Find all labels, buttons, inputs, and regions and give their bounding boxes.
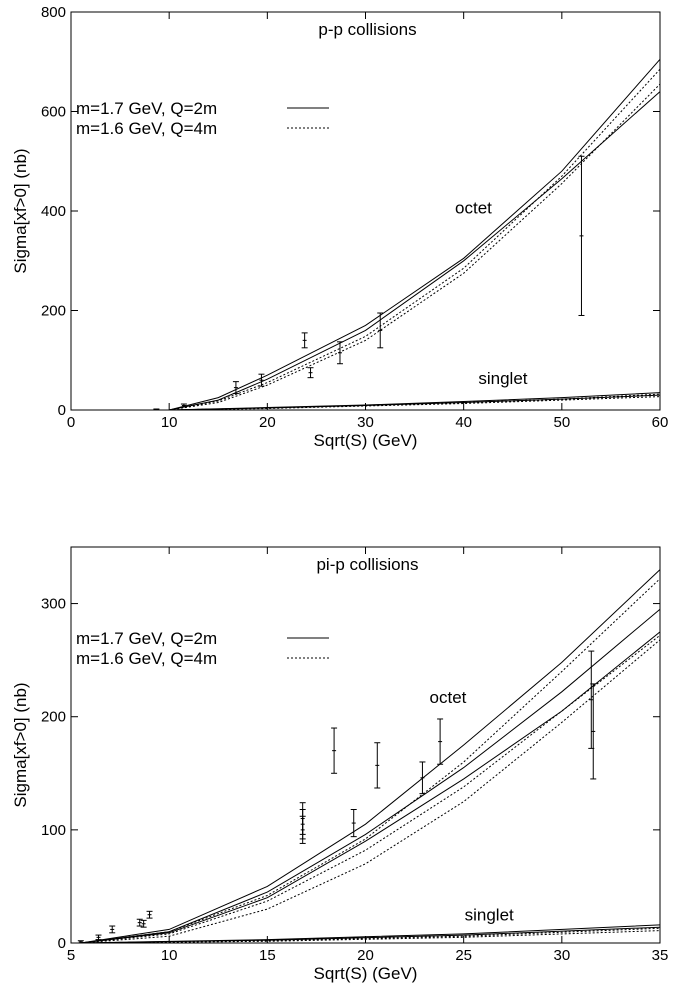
x-tick-label: 30 [553, 947, 570, 964]
axis-ticks: 5 10 15 20 25 30 35 0 100 200 300 [41, 547, 668, 964]
x-tick-label: 60 [652, 414, 669, 431]
x-tick-label: 35 [652, 947, 669, 964]
data-point [377, 312, 384, 349]
x-axis-label: Sqrt(S) (GeV) [314, 431, 418, 450]
y-tick-label: 0 [58, 935, 66, 952]
data-point [301, 332, 308, 349]
model-curves [169, 58, 661, 411]
data-point [95, 934, 102, 941]
singlet-label: singlet [478, 369, 527, 388]
data-point [258, 373, 265, 387]
data-point [588, 650, 595, 749]
data-point [374, 742, 381, 789]
y-tick-label: 300 [41, 596, 66, 613]
octet-curve-dotted [80, 634, 661, 944]
x-tick-label: 0 [67, 414, 75, 431]
legend-entry-dotted: m=1.6 GeV, Q=4m [76, 119, 217, 138]
y-axis-label: Sigma[xf>0] (nb) [11, 148, 30, 273]
octet-curve-dotted [80, 578, 661, 944]
data-point [350, 808, 357, 838]
x-tick-label: 50 [553, 414, 570, 431]
data-point [77, 940, 84, 944]
x-tick-label: 25 [455, 947, 472, 964]
data-point [331, 727, 338, 774]
y-axis-label: Sigma[xf>0] (nb) [11, 682, 30, 807]
y-tick-label: 400 [41, 203, 66, 220]
panel-title: p-p collisions [318, 20, 416, 39]
octet-label: octet [430, 688, 467, 707]
data-point [146, 910, 153, 919]
octet-curve-solid [80, 631, 661, 944]
legend: m=1.7 GeV, Q=2m m=1.6 GeV, Q=4m [76, 99, 329, 138]
data-point [136, 918, 143, 927]
singlet-label: singlet [465, 905, 514, 924]
x-tick-label: 30 [357, 414, 374, 431]
plot-frame [70, 546, 661, 944]
y-tick-label: 200 [41, 303, 66, 320]
model-curves [80, 569, 661, 944]
singlet-curve-solid [169, 392, 661, 411]
y-tick-label: 200 [41, 709, 66, 726]
octet-curve-solid [169, 91, 661, 411]
x-axis-label: Sqrt(S) (GeV) [314, 964, 418, 983]
legend: m=1.7 GeV, Q=2m m=1.6 GeV, Q=4m [76, 629, 329, 668]
data-point [307, 367, 314, 379]
octet-curve-solid [169, 58, 661, 411]
x-tick-label: 10 [161, 947, 178, 964]
y-tick-label: 0 [58, 402, 66, 419]
data-point [299, 802, 306, 835]
data-points [153, 155, 585, 411]
data-point [140, 919, 147, 928]
x-tick-label: 40 [455, 414, 472, 431]
octet-label: octet [455, 198, 492, 217]
singlet-curve-dotted [169, 396, 661, 411]
plot-frame [70, 11, 661, 411]
octet-curve-dotted [169, 83, 661, 411]
data-point [437, 718, 444, 765]
octet-curve-dotted [169, 68, 661, 411]
octet-curve-dotted [80, 639, 661, 944]
data-point [109, 925, 116, 934]
y-tick-label: 600 [41, 104, 66, 121]
x-tick-label: 15 [259, 947, 276, 964]
panel-title: pi-p collisions [316, 555, 418, 574]
data-point [578, 155, 585, 316]
x-tick-label: 5 [67, 947, 75, 964]
x-tick-label: 10 [161, 414, 178, 431]
x-tick-label: 20 [357, 947, 374, 964]
y-tick-label: 800 [41, 4, 66, 21]
legend-entry-solid: m=1.7 GeV, Q=2m [76, 99, 217, 118]
octet-curve-solid [80, 569, 661, 944]
data-point [153, 408, 160, 411]
x-tick-label: 20 [259, 414, 276, 431]
legend-entry-solid: m=1.7 GeV, Q=2m [76, 629, 217, 648]
data-point [180, 403, 187, 408]
data-point [336, 341, 343, 365]
legend-entry-dotted: m=1.6 GeV, Q=4m [76, 649, 217, 668]
data-point [232, 381, 239, 395]
data-points [77, 650, 597, 944]
data-point [419, 761, 426, 795]
y-tick-label: 100 [41, 822, 66, 839]
data-point [590, 683, 597, 780]
